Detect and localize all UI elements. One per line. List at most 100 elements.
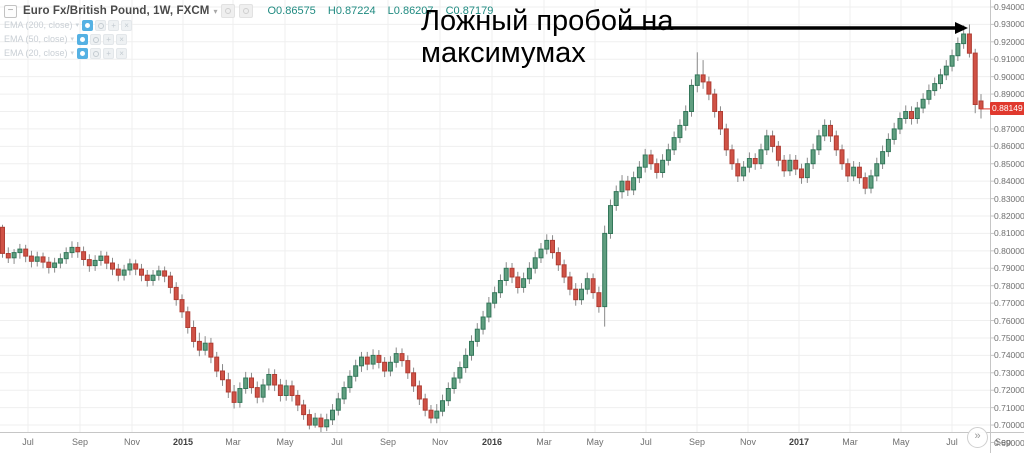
price-axis-label: 0.81000 [994,228,1024,239]
quick-settings-icon[interactable] [239,4,254,18]
price-axis-label: 0.85000 [994,158,1024,169]
time-axis-label: Nov [123,437,141,447]
eye-visibility-icon[interactable] [77,33,89,45]
candle-down [428,409,434,419]
gear-icon[interactable] [90,47,102,59]
candle-up [579,288,584,301]
candle-up [11,252,17,259]
eye-visibility-icon[interactable] [82,19,94,31]
candle-up [457,367,463,379]
candle-down [839,149,845,165]
candle-up [943,65,949,76]
time-axis-label: 2016 [481,437,503,447]
candle-down [515,276,521,288]
close-icon[interactable]: × [116,33,128,45]
candle-down [411,372,417,387]
price-axis-label: 0.78000 [994,280,1024,291]
candle-up [52,262,58,268]
close-value: C0.87179 [445,5,494,17]
candle-down [382,361,388,372]
collapse-legend-button[interactable]: − [4,4,17,18]
candle-down [295,394,301,406]
time-axis-label: Jul [946,437,958,447]
chevron-down-icon[interactable]: ▾ [70,50,75,57]
annotation-line1: Ложный пробой на [421,5,674,37]
plus-icon[interactable]: + [103,47,115,59]
candle-down [422,398,428,411]
candle-up [370,354,376,365]
price-axis-label: 0.92000 [994,36,1024,47]
price-axis-label: 0.72000 [994,385,1024,396]
time-axis-label: Mar [225,437,241,447]
candle-down [86,259,92,267]
candle-up [851,166,857,177]
candle-down [399,353,405,362]
candle-down [972,52,978,105]
plus-icon[interactable]: + [108,19,120,31]
candle-up [532,257,538,269]
candle-down [196,340,202,351]
annotation-text[interactable]: Ложный пробой на максимумах [421,5,673,69]
candle-up [34,256,40,262]
candle-up [926,90,932,100]
candle-up [312,417,318,426]
candle-down [752,158,758,165]
candle-down [856,166,862,179]
candle-down [625,180,631,191]
candle-up [619,180,625,193]
candle-up [387,361,393,372]
candle-down [700,74,706,83]
candle-down [208,342,214,358]
candle-up [642,154,648,168]
price-axis-label: 0.91000 [994,54,1024,65]
eye-visibility-icon[interactable] [77,47,89,59]
candle-down [781,159,787,172]
indicator-label[interactable]: EMA (200, close) [4,20,73,30]
time-axis-label: Nov [431,437,449,447]
candle-up [521,278,527,288]
time-axis-label: Mar [842,437,858,447]
candle-down [191,327,197,342]
candle-up [202,342,208,351]
annotation-arrow-head[interactable] [955,22,968,34]
close-icon[interactable]: × [116,47,128,59]
chevron-down-icon[interactable]: ▾ [75,22,80,29]
candle-down [648,154,654,165]
indicator-label[interactable]: EMA (20, close) [4,48,68,58]
open-value: O0.86575 [267,5,316,17]
price-axis-label: 0.70000 [994,420,1024,430]
chevron-down-icon[interactable]: ▾ [213,6,218,16]
symbol-title[interactable]: Euro Fx/British Pound, 1W, FXCM [23,5,210,17]
price-axis-label: 0.93000 [994,19,1024,30]
candle-down [845,163,851,177]
chevron-down-icon[interactable]: ▾ [70,36,75,43]
candle-down [405,360,411,374]
candle-up [92,259,98,267]
candle-down [254,387,260,398]
candle-up [671,137,677,151]
quick-compare-icon[interactable] [221,4,236,18]
time-axis-label: Jul [331,437,343,447]
price-axis-label: 0.79000 [994,263,1024,274]
candle-down [306,414,312,426]
candle-down [833,135,839,151]
candle-up [69,246,75,254]
plus-icon[interactable]: + [103,33,115,45]
candle-up [949,55,955,67]
candle-down [40,256,46,263]
gear-icon[interactable] [95,19,107,31]
price-axis-label: 0.84000 [994,176,1024,187]
candle-down [735,163,741,177]
candle-down [23,248,29,257]
scroll-to-realtime-button[interactable]: » [967,427,988,448]
gear-icon[interactable] [90,33,102,45]
candle-up [584,278,590,290]
candle-up [474,328,480,342]
candle-up [359,356,364,367]
candle-up [353,365,359,377]
indicator-label[interactable]: EMA (50, close) [4,34,68,44]
candle-up [243,377,249,389]
candle-up [636,166,642,179]
close-icon[interactable]: × [121,19,133,31]
